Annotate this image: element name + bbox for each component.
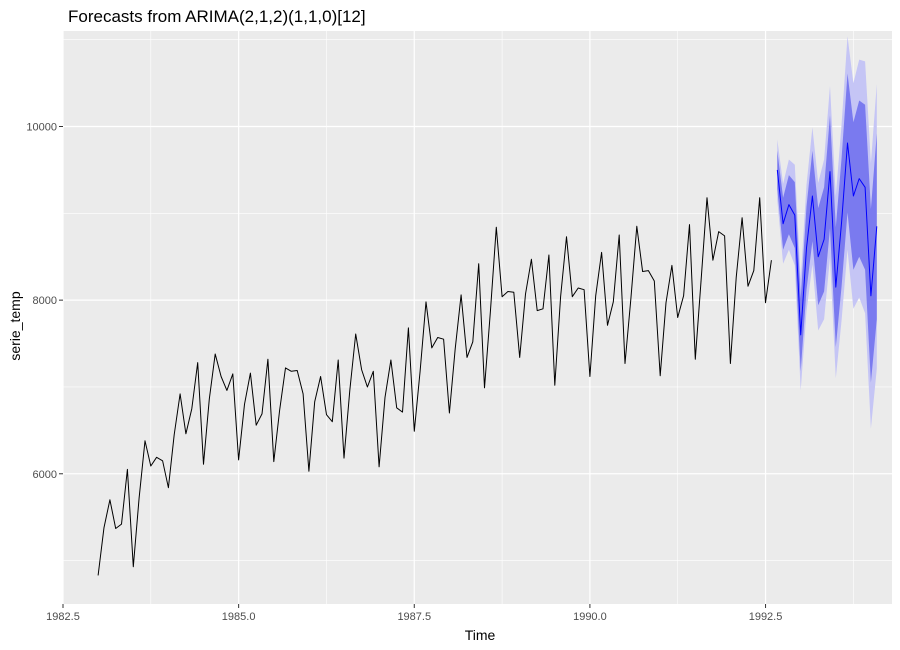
forecast-mean-line [776, 142, 878, 336]
chart-title: Forecasts from ARIMA(2,1,2)(1,1,0)[12] [68, 7, 366, 26]
x-tick-label: 1992.5 [749, 611, 783, 623]
y-tick-label: 6000 [33, 469, 57, 481]
x-tick-label: 1987.5 [397, 611, 431, 623]
grid-major [62, 31, 892, 604]
plot-panel [63, 31, 892, 604]
y-tick-label: 8000 [33, 295, 57, 307]
tick-labels: 1982.5 1985.0 1987.5 1990.0 1992.5 6000 8000 10… [26, 122, 782, 624]
x-tick-label: 1982.5 [46, 611, 80, 623]
y-axis-title: serie_temp [7, 291, 23, 360]
x-tick-label: 1990.0 [573, 611, 607, 623]
axis-ticks [59, 126, 767, 608]
observed-series-line [97, 197, 772, 576]
series-lines [97, 142, 878, 576]
y-tick-label: 10000 [26, 122, 57, 134]
x-tick-label: 1985.0 [222, 611, 256, 623]
x-axis-title: Time [465, 627, 496, 643]
